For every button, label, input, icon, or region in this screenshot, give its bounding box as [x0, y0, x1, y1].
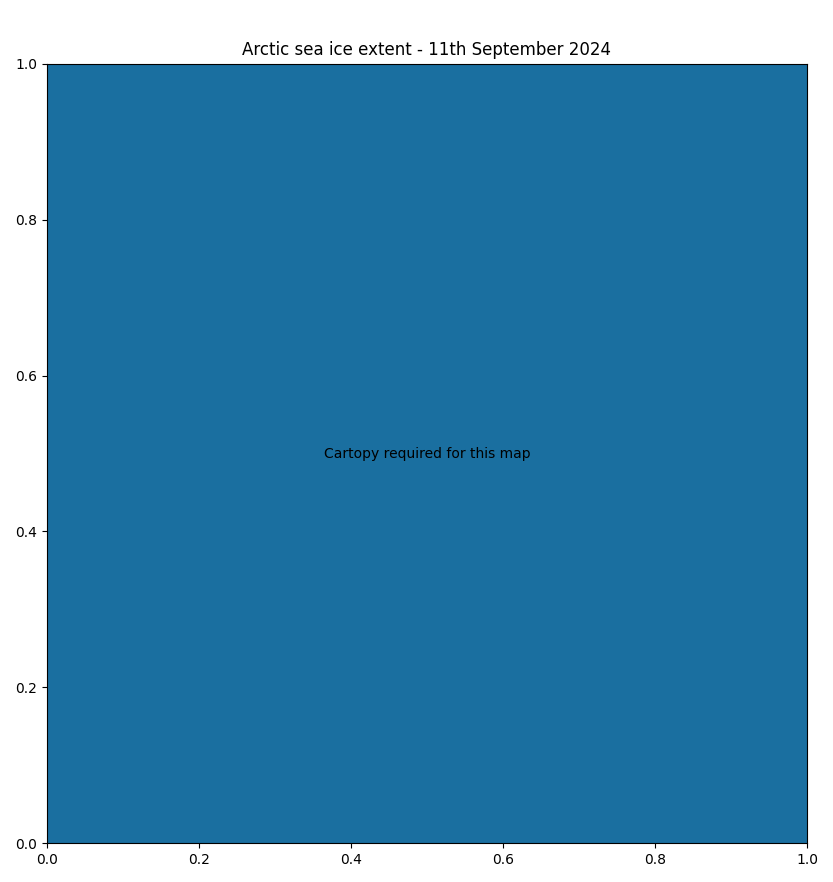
Text: Cartopy required for this map: Cartopy required for this map: [323, 446, 530, 460]
Title: Arctic sea ice extent - 11th September 2024: Arctic sea ice extent - 11th September 2…: [242, 41, 611, 59]
